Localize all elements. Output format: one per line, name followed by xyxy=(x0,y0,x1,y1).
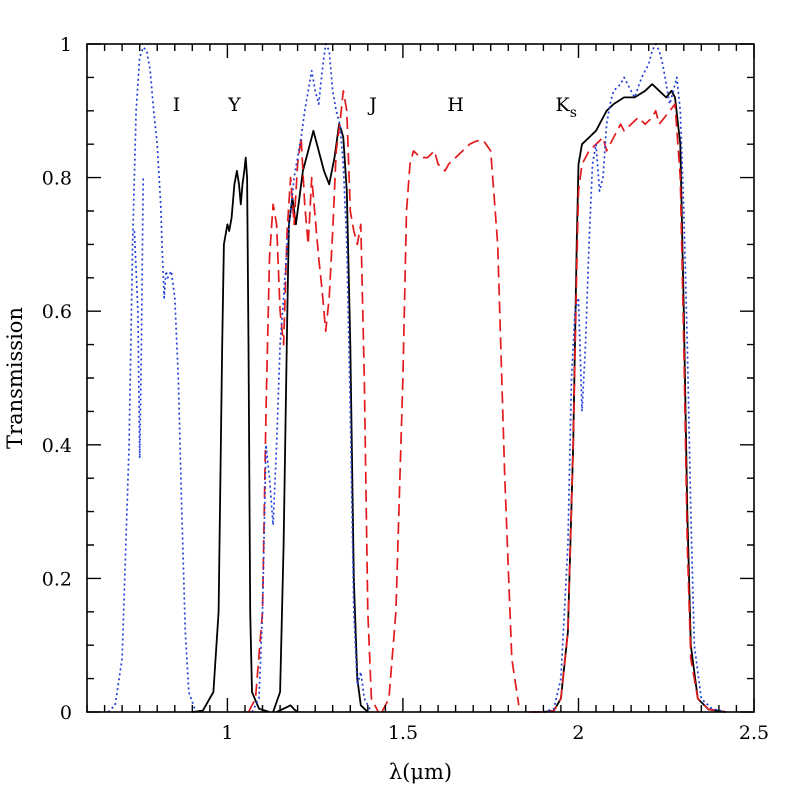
x-tick-label: 2.5 xyxy=(739,722,769,744)
y-tick-label: 0.2 xyxy=(42,568,72,590)
series-layer xyxy=(107,43,727,713)
x-axis-title: λ(μm) xyxy=(389,760,452,784)
band-label: Y xyxy=(227,94,241,116)
y-axis-title: Transmission xyxy=(3,307,27,449)
y-tick-label: 0.4 xyxy=(42,435,72,457)
plot-frame xyxy=(86,43,755,713)
band-label: H xyxy=(447,94,464,116)
series-line-dashed xyxy=(247,89,727,713)
x-tick-label: 2 xyxy=(572,722,584,744)
band-labels: I Y J H Ks xyxy=(173,94,577,121)
series-line-solid xyxy=(192,83,727,713)
x-tick-label: 1 xyxy=(221,722,233,744)
tick-marks xyxy=(86,43,755,713)
axis-tick-labels: 1 1.5 2 2.5 0 0.2 0.4 0.6 0.8 1 xyxy=(42,34,769,744)
y-tick-label: 0.6 xyxy=(42,301,72,323)
y-tick-label: 0 xyxy=(60,702,72,724)
axis-ticks xyxy=(86,43,755,713)
band-label: Ks xyxy=(555,94,576,121)
y-tick-label: 0.8 xyxy=(42,168,72,190)
y-tick-label: 1 xyxy=(60,34,72,56)
band-label: J xyxy=(367,94,377,116)
series-line-dotted xyxy=(107,43,727,713)
x-tick-label: 1.5 xyxy=(388,722,418,744)
band-label: I xyxy=(173,94,181,116)
